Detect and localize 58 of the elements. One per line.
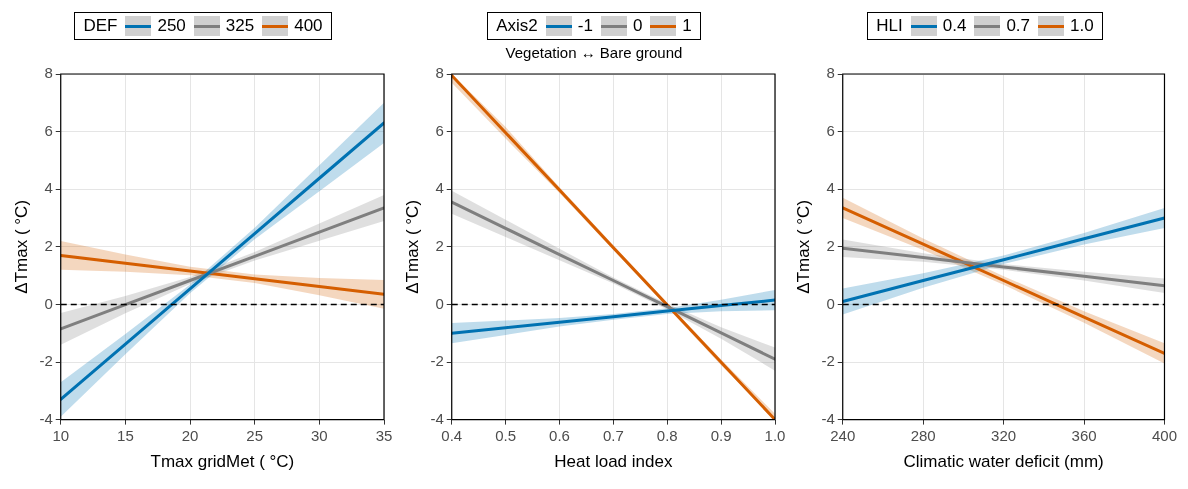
x-tick-label: 0.8 bbox=[656, 426, 678, 444]
y-tick-label: -4 bbox=[430, 409, 444, 427]
y-tick-label: -2 bbox=[821, 352, 835, 370]
y-tick-label: 4 bbox=[44, 179, 53, 197]
x-tick-label: 0.7 bbox=[602, 426, 624, 444]
x-tick-label: 30 bbox=[311, 426, 328, 444]
x-tick-label: 0.4 bbox=[441, 426, 463, 444]
chart-subtitle: Vegetation ↔ Bare ground bbox=[505, 44, 683, 62]
legend-label: 0.4 bbox=[942, 16, 967, 36]
y-tick-label: 4 bbox=[435, 179, 444, 197]
x-tick-label: 280 bbox=[910, 426, 936, 444]
x-tick-label: 25 bbox=[246, 426, 264, 444]
x-tick-label: 0.9 bbox=[710, 426, 732, 444]
y-tick-label: 0 bbox=[826, 294, 835, 312]
y-tick-label: 6 bbox=[826, 121, 835, 139]
x-tick-label: 320 bbox=[991, 426, 1017, 444]
x-tick-label: 0.5 bbox=[495, 426, 517, 444]
x-axis-title: Tmax gridMet ( °C) bbox=[150, 452, 295, 472]
legend-title: HLI bbox=[876, 16, 903, 36]
x-tick-label: 1.0 bbox=[764, 426, 786, 444]
x-tick-label: 20 bbox=[181, 426, 199, 444]
y-tick-label: -4 bbox=[39, 409, 53, 427]
y-tick-label: 8 bbox=[44, 64, 53, 82]
x-tick-label: 15 bbox=[117, 426, 134, 444]
y-tick-label: 0 bbox=[44, 294, 53, 312]
y-tick-label: 6 bbox=[44, 121, 53, 139]
legend-label: -1 bbox=[577, 16, 593, 36]
y-tick-label: 0 bbox=[435, 294, 444, 312]
y-tick-label: 2 bbox=[826, 236, 835, 254]
x-tick-label: 400 bbox=[1151, 426, 1177, 444]
y-tick-label: -2 bbox=[39, 352, 53, 370]
x-tick-label: 35 bbox=[375, 426, 393, 444]
y-tick-label: -4 bbox=[821, 409, 835, 427]
x-tick-label: 0.6 bbox=[549, 426, 570, 444]
y-axis-title: ΔTmax ( °C) bbox=[11, 199, 31, 294]
legend-label: 1.0 bbox=[1070, 16, 1094, 36]
y-axis-title: ΔTmax ( °C) bbox=[402, 199, 422, 294]
x-axis-title: Heat load index bbox=[554, 452, 673, 472]
y-tick-label: -2 bbox=[430, 352, 444, 370]
x-tick-label: 10 bbox=[52, 426, 70, 444]
legend-label: 0 bbox=[632, 16, 643, 36]
legend-title: DEF bbox=[83, 16, 118, 36]
x-tick-label: 360 bbox=[1071, 426, 1097, 444]
x-tick-label: 240 bbox=[830, 426, 856, 444]
legend-title: Axis2 bbox=[496, 16, 538, 36]
y-tick-label: 8 bbox=[826, 64, 835, 82]
x-axis-title: Climatic water deficit (mm) bbox=[903, 452, 1104, 472]
legend-label: 1 bbox=[682, 16, 692, 36]
y-tick-label: 4 bbox=[826, 179, 835, 197]
legend-label: 325 bbox=[225, 16, 255, 36]
y-tick-label: 8 bbox=[435, 64, 444, 82]
y-tick-label: 2 bbox=[44, 236, 53, 254]
y-axis-title: ΔTmax ( °C) bbox=[793, 199, 813, 294]
legend-label: 400 bbox=[294, 16, 323, 36]
y-tick-label: 2 bbox=[435, 236, 444, 254]
legend-label: 250 bbox=[157, 16, 186, 36]
legend-label: 0.7 bbox=[1006, 16, 1031, 36]
y-tick-label: 6 bbox=[435, 121, 444, 139]
